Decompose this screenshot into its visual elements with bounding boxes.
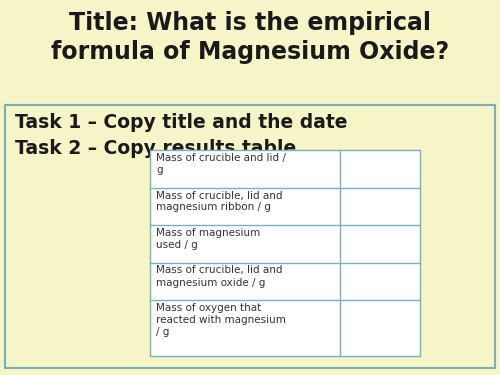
Text: Mass of crucible, lid and
magnesium ribbon / g: Mass of crucible, lid and magnesium ribb…: [156, 190, 282, 213]
Text: Mass of oxygen that
reacted with magnesium
/ g: Mass of oxygen that reacted with magnesi…: [156, 303, 286, 337]
Text: Title: What is the empirical
formula of Magnesium Oxide?: Title: What is the empirical formula of …: [51, 11, 449, 64]
Text: Mass of crucible and lid /
g: Mass of crucible and lid / g: [156, 153, 286, 175]
Text: Mass of magnesium
used / g: Mass of magnesium used / g: [156, 228, 260, 250]
Text: Task 1 – Copy title and the date
Task 2 – Copy results table: Task 1 – Copy title and the date Task 2 …: [15, 112, 347, 158]
Text: Mass of crucible, lid and
magnesium oxide / g: Mass of crucible, lid and magnesium oxid…: [156, 266, 282, 288]
FancyBboxPatch shape: [5, 105, 495, 368]
FancyBboxPatch shape: [150, 150, 420, 356]
